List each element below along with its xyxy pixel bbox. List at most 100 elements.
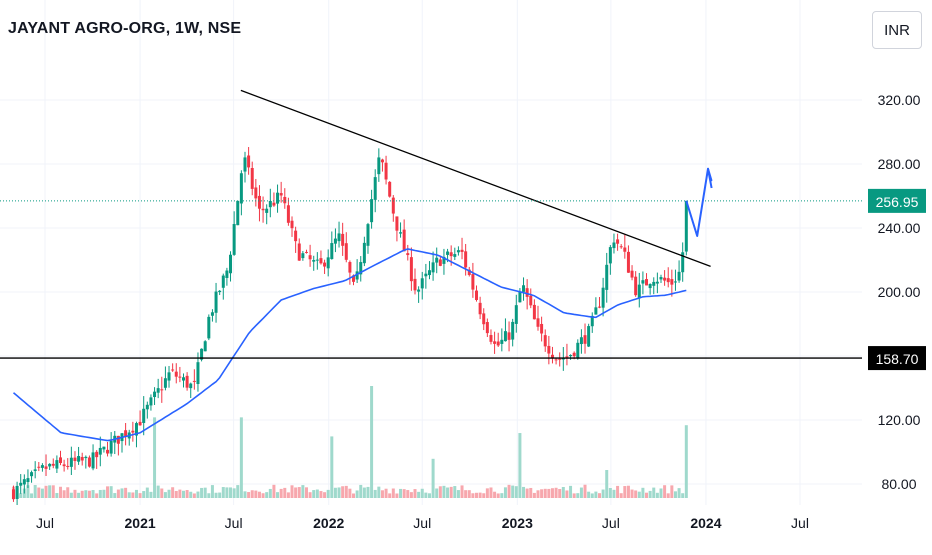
- candle-body: [565, 356, 569, 358]
- volume-bar: [435, 488, 439, 498]
- volume-bar: [315, 489, 319, 498]
- candle-body: [98, 447, 102, 455]
- volume-bar: [77, 492, 81, 498]
- volume-bar: [597, 493, 601, 498]
- support-price-tag: [868, 346, 926, 371]
- candle-body: [366, 224, 370, 246]
- volume-bar: [95, 493, 99, 498]
- volume-bar: [330, 436, 334, 498]
- currency-button[interactable]: INR: [872, 11, 922, 49]
- candle-body: [438, 259, 442, 266]
- candle-body: [500, 339, 504, 344]
- candle-body: [315, 259, 319, 261]
- candle-body: [482, 313, 486, 325]
- candle-body: [453, 254, 457, 257]
- volume-bar: [229, 487, 233, 498]
- candle-body: [446, 251, 450, 255]
- candle-body: [402, 229, 406, 252]
- candle-body: [514, 305, 518, 324]
- candle-body: [153, 391, 157, 398]
- volume-bar: [62, 490, 66, 498]
- volume-bar: [666, 493, 670, 498]
- volume-bar: [301, 485, 305, 498]
- volume-bar: [214, 492, 218, 498]
- volume-bar: [532, 492, 536, 498]
- candle-body: [283, 196, 287, 204]
- candle-body: [160, 389, 164, 391]
- volume-bar: [109, 486, 113, 498]
- volume-bar: [449, 486, 453, 498]
- volume-bar: [268, 488, 272, 498]
- candle-body: [142, 408, 146, 424]
- candle-body: [399, 232, 403, 234]
- volume-bar: [406, 490, 410, 498]
- volume-bar: [370, 386, 374, 498]
- candle-body: [91, 452, 95, 469]
- volume-bar: [623, 486, 627, 498]
- volume-bar: [290, 485, 294, 498]
- volume-bar: [409, 492, 413, 498]
- volume-bar: [279, 488, 283, 498]
- volume-bar: [192, 493, 196, 498]
- volume-bar: [579, 487, 583, 498]
- volume-bar: [395, 493, 399, 498]
- candle-body: [15, 485, 19, 499]
- volume-bar: [283, 487, 287, 498]
- candle-body: [323, 262, 327, 267]
- volume-bar: [265, 492, 269, 498]
- volume-bar: [478, 492, 482, 498]
- candle-body: [561, 358, 565, 360]
- candle-body: [109, 440, 113, 454]
- volume-bar: [341, 486, 345, 498]
- candle-body: [326, 257, 330, 269]
- volume-bar: [634, 490, 638, 498]
- candle-body: [467, 269, 471, 275]
- volume-bar: [304, 487, 308, 498]
- projection-path: [685, 167, 713, 237]
- volume-bar: [84, 490, 88, 498]
- volume-bar: [456, 490, 460, 498]
- volume-bar: [605, 470, 609, 498]
- candle-body: [684, 200, 688, 252]
- candle-body: [417, 289, 421, 292]
- candle-body: [355, 271, 359, 280]
- volume-bar: [536, 490, 540, 498]
- volume-bar: [142, 491, 146, 498]
- candle-body: [391, 197, 395, 214]
- volume-bar: [247, 492, 251, 498]
- candle-body: [496, 341, 500, 346]
- volume-bar: [127, 492, 131, 498]
- candle-body: [167, 372, 171, 381]
- volume-bar: [352, 493, 356, 498]
- volume-bar: [576, 493, 580, 498]
- candle-body: [22, 479, 26, 485]
- candle-body: [424, 273, 428, 277]
- candle-body: [344, 243, 348, 260]
- chart-title: JAYANT AGRO-ORG, 1W, NSE: [8, 20, 242, 37]
- volume-bar: [210, 485, 214, 498]
- candle-body: [659, 277, 663, 280]
- volume-bar: [377, 486, 381, 498]
- candle-body: [493, 341, 497, 344]
- volume-bar: [297, 487, 301, 498]
- candle-body: [134, 423, 138, 436]
- candle-body: [388, 181, 392, 197]
- volume-bar: [207, 493, 211, 498]
- volume-bar: [113, 493, 117, 498]
- candle-body: [145, 404, 149, 410]
- volume-bar: [312, 490, 316, 498]
- candle-body: [178, 376, 182, 378]
- volume-bar: [587, 491, 591, 498]
- candle-body: [420, 278, 424, 289]
- candle-body: [48, 463, 52, 467]
- volume-bar: [250, 490, 254, 498]
- candle-body: [572, 352, 576, 357]
- volume-bar: [659, 488, 663, 498]
- candle-body: [308, 255, 312, 260]
- volume-bar: [37, 487, 41, 498]
- candle-body: [652, 281, 656, 286]
- candle-body: [156, 388, 160, 393]
- candle-body: [84, 456, 88, 459]
